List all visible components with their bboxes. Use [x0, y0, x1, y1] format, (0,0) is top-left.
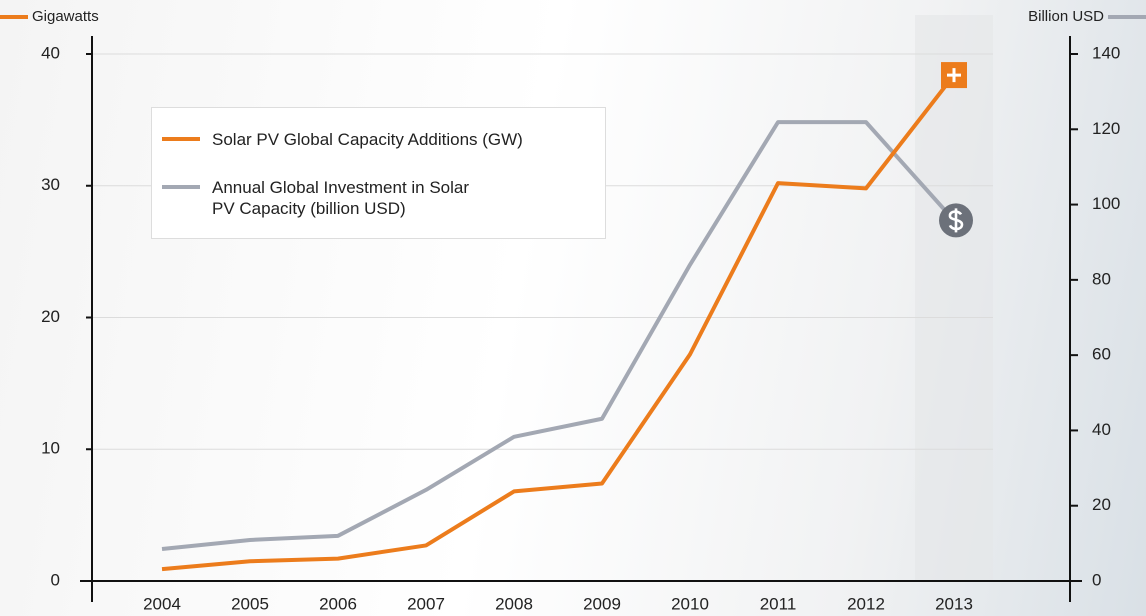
legend-label: Solar PV Global Capacity Additions (GW): [212, 130, 523, 149]
y2-tick-label: 140: [1092, 43, 1120, 62]
y2-tick-label: 80: [1092, 269, 1111, 288]
marks: [161, 62, 973, 572]
y2-tick-label: 0: [1092, 570, 1101, 589]
x-tick-label: 2009: [583, 594, 621, 613]
y2-tick-label: 100: [1092, 194, 1120, 213]
x-tick-label: 2013: [935, 594, 973, 613]
y-tick-label: 20: [41, 307, 60, 326]
y2-tick-label: 120: [1092, 119, 1120, 138]
y-tick-label: 10: [41, 439, 60, 458]
x-tick-label: 2010: [671, 594, 709, 613]
y2-tick-label: 20: [1092, 495, 1111, 514]
y-tick-label: 0: [51, 570, 60, 589]
series-line: [161, 120, 956, 551]
series-line: [161, 73, 956, 572]
y-tick-label: 40: [41, 43, 60, 62]
y-axis-label: Gigawatts: [32, 8, 99, 25]
dollar-glyph: [948, 208, 964, 233]
legend-swatch: [162, 137, 200, 141]
y2-tick-label: 60: [1092, 345, 1111, 364]
y2-axis-label: Billion USD: [1028, 8, 1104, 25]
x-tick-label: 2008: [495, 594, 533, 613]
plus-glyph: [947, 68, 961, 83]
y-tick-label: 30: [41, 175, 60, 194]
x-tick-label: 2004: [143, 594, 181, 613]
x-tick-label: 2006: [319, 594, 357, 613]
x-tick-label: 2011: [760, 594, 797, 613]
x-tick-label: 2007: [407, 594, 445, 613]
legend: Solar PV Global Capacity Additions (GW) …: [151, 107, 606, 239]
legend-label: Annual Global Investment in Solar PV Cap…: [212, 178, 470, 218]
y2-tick-label: 40: [1092, 420, 1111, 439]
highlight-band: [915, 15, 993, 581]
x-tick-label: 2005: [231, 594, 269, 613]
legend-swatch: [162, 185, 200, 189]
x-tick-label: 2012: [847, 594, 885, 613]
